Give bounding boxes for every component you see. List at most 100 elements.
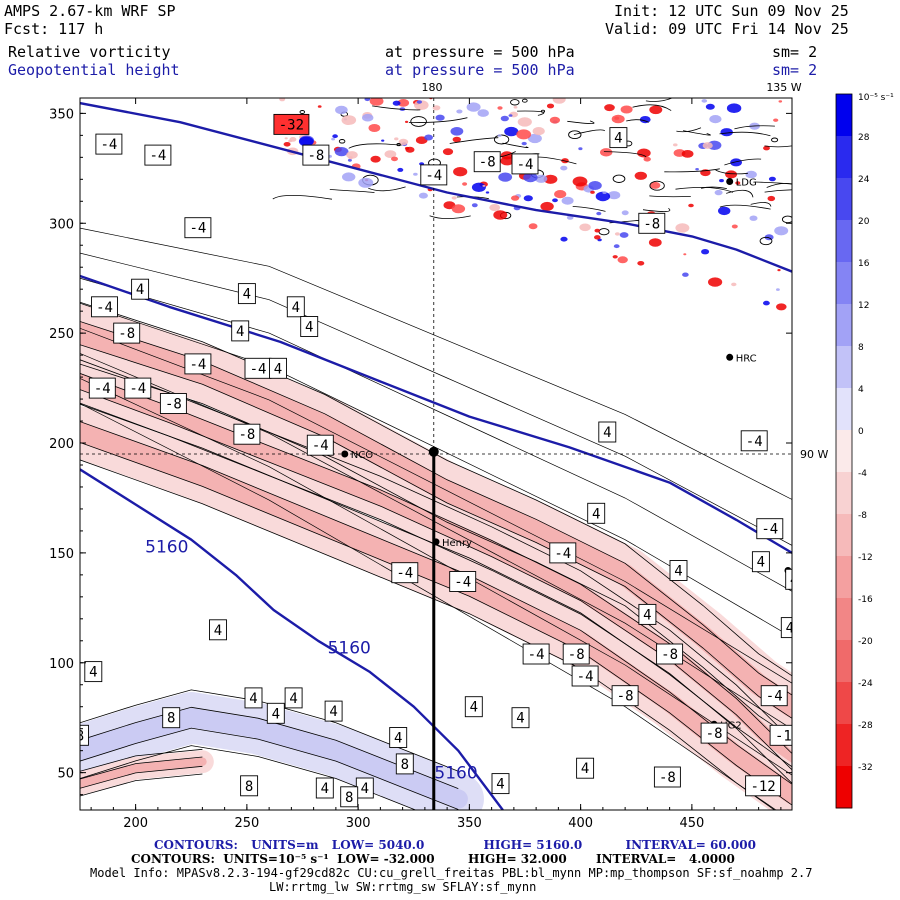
vorticity-small-blob xyxy=(701,99,708,103)
contour-label-text: -4 xyxy=(528,647,545,663)
contour-label-box xyxy=(84,661,103,683)
contour-label: -4 xyxy=(571,665,599,687)
vorticity-small-blob xyxy=(682,272,689,277)
vorticity-band-core-neg xyxy=(80,422,792,805)
contour-label: -12 xyxy=(745,775,782,797)
contour-label: 4 xyxy=(598,421,617,443)
vorticity-small-blob xyxy=(523,195,533,202)
contour-label-text: -4 xyxy=(96,300,113,316)
contour-label-text: -8 xyxy=(661,647,678,663)
contour-label-box xyxy=(669,560,688,581)
height-contour-2 xyxy=(80,274,792,554)
pressure-level-1: at pressure = 500 hPa xyxy=(385,43,575,61)
vorticity-small-contour-line xyxy=(272,194,333,200)
contour-label: 4 xyxy=(587,502,606,524)
vorticity-small-blob xyxy=(620,105,633,114)
contour-label: -4 xyxy=(184,217,212,239)
vorticity-contour-line xyxy=(80,344,792,719)
contour-label-box xyxy=(638,212,666,234)
colorbar-frame xyxy=(835,93,853,809)
colorbar-tick-label: -12 xyxy=(858,553,873,563)
vorticity-small-blob xyxy=(560,236,568,242)
colorbar-tick-label: 0 xyxy=(858,427,864,437)
field-height: Geopotential height xyxy=(8,61,180,79)
vorticity-small-blob xyxy=(452,136,461,143)
vorticity-small-blob xyxy=(560,165,568,171)
contour-label-text: 4 xyxy=(674,564,682,580)
vorticity-small-blob xyxy=(701,249,710,255)
colorbar-segment xyxy=(836,178,852,221)
contour-label: -8 xyxy=(562,643,590,665)
vorticity-small-blob xyxy=(289,137,297,142)
vorticity-small-contour xyxy=(771,137,779,143)
contour-label: -4 xyxy=(756,518,784,540)
colorbar-segment xyxy=(836,640,852,683)
contour-label-box xyxy=(700,722,728,744)
vorticity-small-blob xyxy=(368,124,381,132)
vorticity-small-blob xyxy=(283,142,291,147)
colorbar-tick-label: -32 xyxy=(858,763,873,773)
colorbar-tick-label: -8 xyxy=(858,511,867,521)
vorticity-small-blob xyxy=(596,211,602,216)
vorticity-small-blob xyxy=(634,171,647,180)
vorticity-small-blob xyxy=(528,223,538,230)
vorticity-small-contour-line xyxy=(754,181,792,185)
contour-label-box xyxy=(511,153,539,175)
contour-label: -4 xyxy=(91,296,118,318)
contour-label-box xyxy=(769,724,792,746)
colorbar-segment xyxy=(836,262,852,305)
forecast-hour: Fcst: 117 h xyxy=(4,20,104,38)
station-marker xyxy=(341,450,349,458)
contour-label-text: -4 xyxy=(577,669,594,685)
contour-label-box xyxy=(23,725,40,745)
contour-label-box xyxy=(302,144,330,166)
contour-label-box xyxy=(340,786,359,808)
vorticity-small-contour xyxy=(612,174,626,183)
cross-section-endpoint xyxy=(428,446,439,457)
vorticity-small-contour-line xyxy=(649,195,691,198)
contour-label-box xyxy=(324,700,343,722)
contour-label-box xyxy=(389,727,408,748)
vorticity-small-blob xyxy=(776,288,780,291)
vorticity-small-blob xyxy=(725,170,738,179)
contour-label-text: -4 xyxy=(34,768,51,784)
contour-label: 8 xyxy=(80,724,89,746)
vorticity-small-blob xyxy=(504,126,519,137)
lon-label-180: 180 xyxy=(422,81,443,94)
contour-label-text: 4 xyxy=(89,665,97,681)
colorbar-tick-label: -28 xyxy=(858,721,873,731)
vorticity-small-blob xyxy=(778,100,783,103)
contour-label-box xyxy=(88,377,116,399)
vorticity-small-contour-line xyxy=(429,215,471,219)
station-marker xyxy=(726,178,734,186)
contour-label: -4 xyxy=(244,357,272,379)
contour-label-text: 4 xyxy=(470,700,478,716)
vorticity-small-blob xyxy=(493,210,508,220)
contour-label: -4 xyxy=(29,765,55,785)
colorbar-tick-label: -24 xyxy=(858,679,873,689)
vorticity-small-contour-line xyxy=(764,145,792,148)
vorticity-small-blob xyxy=(508,114,513,117)
vorticity-small-contour-line xyxy=(719,204,771,210)
contour-label-box xyxy=(273,113,310,135)
vorticity-small-blob xyxy=(726,103,742,113)
contour-label-text: 4 xyxy=(361,781,369,797)
vorticity-small-blob xyxy=(370,155,381,163)
colorbar-segment xyxy=(836,388,852,431)
vorticity-small-contour xyxy=(568,130,582,140)
contour-label-box xyxy=(473,151,501,173)
vorticity-small-blob xyxy=(579,223,591,232)
vorticity-small-contour-line xyxy=(683,130,711,136)
contour-label: 4 xyxy=(576,757,595,779)
x-tick-label: 200 xyxy=(123,816,148,831)
colorbar-segment xyxy=(836,514,852,557)
colorbar-unit: 10⁻⁵ s⁻¹ xyxy=(858,93,894,103)
vorticity-small-blob xyxy=(471,203,478,208)
contour-label: 4 xyxy=(819,552,836,572)
contour-label: -8 xyxy=(233,423,261,445)
contour-label: 4 xyxy=(244,687,263,709)
contour-label-box xyxy=(391,562,419,584)
contour-label-text: 4 xyxy=(329,704,337,720)
contour-label-box xyxy=(80,724,89,746)
vorticity-small-blob xyxy=(532,127,545,136)
